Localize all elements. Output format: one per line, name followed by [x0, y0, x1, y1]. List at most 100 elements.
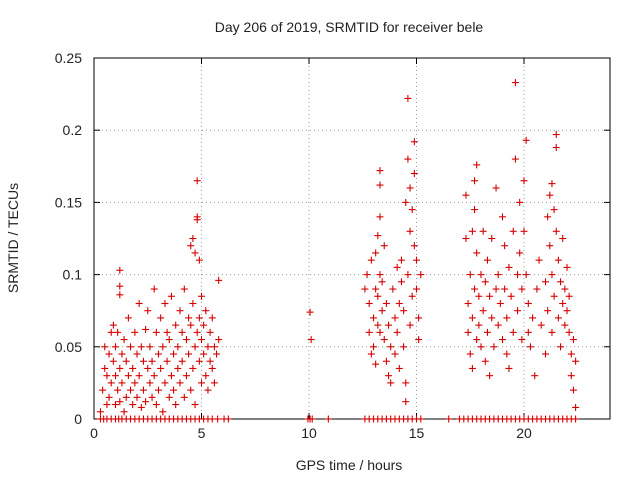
- data-point: [161, 299, 169, 307]
- data-point: [499, 336, 506, 344]
- data-point: [372, 285, 380, 293]
- data-point: [520, 177, 528, 185]
- data-point: [376, 213, 384, 221]
- data-point: [479, 307, 487, 315]
- data-point: [135, 299, 143, 307]
- data-point: [206, 357, 214, 365]
- data-point: [109, 357, 117, 365]
- data-point: [462, 191, 470, 199]
- data-point: [210, 379, 218, 387]
- data-point: [180, 285, 188, 293]
- data-point: [400, 307, 408, 315]
- data-point: [215, 336, 223, 344]
- data-point: [410, 242, 418, 250]
- data-point: [565, 292, 573, 300]
- data-point: [324, 415, 332, 423]
- data-point: [402, 198, 410, 206]
- data-point: [191, 249, 199, 257]
- data-point: [370, 314, 377, 322]
- data-point: [189, 299, 197, 307]
- data-point: [174, 343, 182, 351]
- data-point: [374, 232, 382, 240]
- data-point: [176, 307, 184, 315]
- data-point: [494, 321, 502, 329]
- data-point: [213, 350, 221, 358]
- data-point: [208, 314, 216, 322]
- data-point: [572, 415, 580, 423]
- data-point: [380, 336, 388, 344]
- data-point: [120, 336, 128, 344]
- data-point: [363, 271, 371, 279]
- data-point: [408, 292, 416, 300]
- data-point: [492, 285, 500, 293]
- data-point: [559, 235, 567, 242]
- data-point: [187, 242, 195, 250]
- data-point: [479, 227, 487, 235]
- data-point: [172, 321, 180, 329]
- data-point: [206, 328, 214, 336]
- data-point: [544, 307, 552, 315]
- data-point: [101, 364, 109, 372]
- data-point: [124, 314, 132, 322]
- data-point: [367, 350, 375, 358]
- data-point: [170, 386, 178, 394]
- data-point: [404, 94, 412, 102]
- data-point: [557, 343, 565, 351]
- data-point: [548, 328, 556, 336]
- data-point: [204, 343, 212, 351]
- data-point: [466, 271, 474, 279]
- data-point: [96, 408, 104, 416]
- data-point: [565, 328, 573, 336]
- data-point: [387, 343, 395, 351]
- data-point: [404, 271, 412, 279]
- data-point: [124, 372, 132, 380]
- data-point: [415, 314, 423, 322]
- data-point: [563, 307, 571, 315]
- data-point: [550, 292, 558, 300]
- data-point: [195, 256, 203, 264]
- gridlines: [94, 58, 610, 419]
- data-point: [178, 328, 186, 336]
- data-point: [559, 299, 567, 307]
- data-point: [483, 328, 491, 336]
- data-point: [112, 343, 119, 351]
- data-point: [306, 308, 314, 316]
- data-point: [152, 328, 160, 336]
- data-point: [198, 292, 205, 300]
- data-point: [567, 350, 575, 358]
- data-point: [107, 328, 115, 336]
- data-point: [144, 307, 152, 315]
- data-point: [531, 372, 539, 380]
- data-point: [494, 271, 502, 279]
- data-point: [542, 278, 549, 286]
- data-point: [550, 206, 558, 214]
- data-point: [548, 180, 556, 188]
- data-point: [144, 364, 152, 372]
- data-point: [116, 291, 124, 299]
- data-point: [193, 328, 201, 336]
- data-point: [477, 343, 485, 351]
- data-point: [483, 256, 491, 264]
- data-point: [486, 292, 494, 300]
- data-point: [165, 393, 173, 401]
- data-point: [488, 235, 496, 242]
- data-point: [569, 336, 577, 344]
- data-point: [361, 285, 369, 293]
- data-point: [391, 350, 399, 358]
- data-point: [471, 285, 479, 293]
- data-point: [468, 314, 476, 322]
- data-point: [139, 386, 147, 394]
- data-point: [490, 343, 498, 351]
- data-point: [137, 343, 145, 351]
- data-point: [127, 343, 135, 351]
- data-point: [533, 285, 541, 293]
- data-point: [367, 256, 375, 264]
- data-point: [402, 398, 410, 406]
- data-point: [376, 328, 384, 336]
- data-point: [468, 364, 476, 372]
- x-tick-label: 10: [301, 425, 317, 441]
- data-point: [365, 328, 373, 336]
- data-point: [182, 372, 190, 380]
- data-point: [157, 314, 165, 322]
